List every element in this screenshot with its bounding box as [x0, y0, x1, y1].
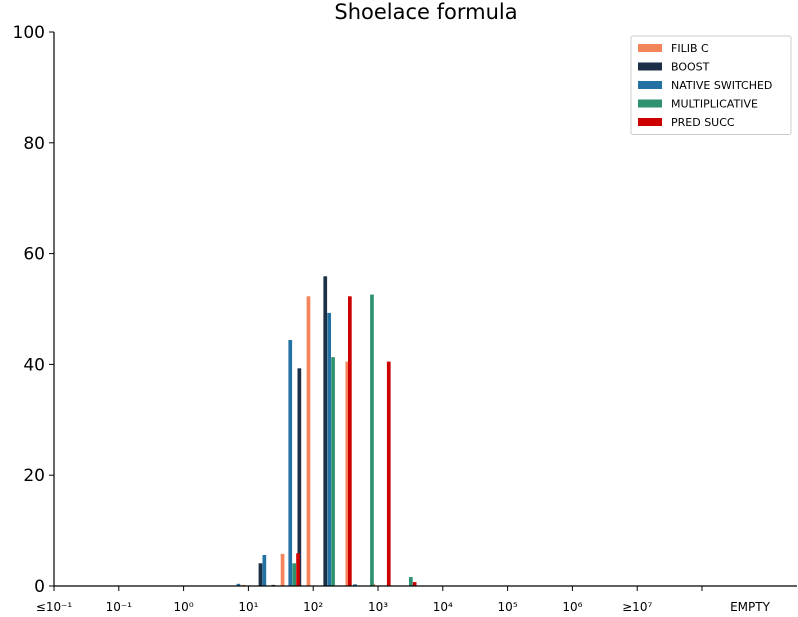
bar-native-switched-0 — [236, 583, 241, 586]
y-tick-label-0: 0 — [34, 577, 45, 597]
legend-swatch-3 — [638, 99, 662, 108]
bar-native-switched-2 — [288, 340, 293, 586]
x-tick-label-3: 10¹ — [238, 600, 258, 614]
legend-label-1: BOOST — [671, 61, 710, 74]
bars-layer — [236, 276, 417, 586]
bar-native-switched-4 — [353, 584, 357, 586]
bar-multiplicative-1 — [331, 357, 335, 586]
y-tick-label-2: 40 — [23, 355, 45, 375]
x-tick-label-1: 10⁻¹ — [106, 600, 133, 614]
legend-swatch-0 — [638, 44, 662, 52]
chart-title: Shoelace formula — [334, 0, 517, 24]
x-tick-label-0: ≤10⁻¹ — [36, 600, 73, 614]
bar-pred-succ-1 — [348, 296, 352, 586]
bar-boost-0 — [258, 563, 263, 586]
y-tick-label-4: 80 — [23, 134, 45, 154]
x-tick-label-6: 10⁴ — [433, 600, 453, 614]
x-tick-label-9: ≥10⁷ — [622, 600, 652, 614]
legend-swatch-4 — [638, 118, 662, 126]
legend-label-4: PRED SUCC — [671, 116, 735, 129]
legend-label-3: MULTIPLICATIVE — [671, 98, 758, 111]
bar-native-switched-3 — [327, 312, 331, 586]
bar-native-switched-1 — [262, 555, 267, 586]
bar-boost-1 — [297, 368, 302, 586]
x-tick-label-2: 10⁰ — [174, 600, 194, 614]
legend-box — [630, 35, 792, 135]
axes-layer: 0 20 40 60 80 100 ≤10⁻¹ 10⁻¹ 10⁰ 10¹ 10² 10³ 10⁴ 10⁵ 1… — [13, 23, 797, 614]
bar-pred-succ-0 — [296, 553, 300, 586]
x-tick-label-5: 10³ — [368, 600, 388, 614]
legend-swatch-1 — [638, 62, 662, 71]
x-tick-label-10: EMPTY — [730, 600, 771, 614]
bar-filib-c-2 — [306, 296, 311, 586]
legend-label-2: NATIVE SWITCHED — [671, 79, 772, 92]
y-tick-label-1: 20 — [23, 466, 45, 486]
bar-multiplicative-0 — [292, 563, 296, 586]
y-tick-label-5: 100 — [13, 23, 45, 43]
x-tick-label-7: 10⁵ — [498, 600, 518, 614]
legend-label-0: FILIB C — [671, 42, 709, 55]
bar-multiplicative-3 — [409, 577, 413, 586]
bar-boost-2 — [323, 276, 328, 586]
bar-multiplicative-2 — [370, 294, 374, 586]
bar-filib-c-3 — [345, 361, 350, 586]
legend: FILIB C BOOST NATIVE SWITCHED MULTIPLICATIV… — [630, 35, 792, 135]
bar-pred-succ-2 — [386, 361, 391, 586]
x-tick-label-8: 10⁶ — [562, 600, 582, 614]
legend-swatch-2 — [638, 81, 662, 89]
bar-pred-succ-3 — [412, 582, 417, 586]
y-tick-label-3: 60 — [23, 245, 45, 265]
bar-filib-c-1 — [280, 553, 285, 586]
x-tick-label-4: 10² — [303, 600, 323, 614]
